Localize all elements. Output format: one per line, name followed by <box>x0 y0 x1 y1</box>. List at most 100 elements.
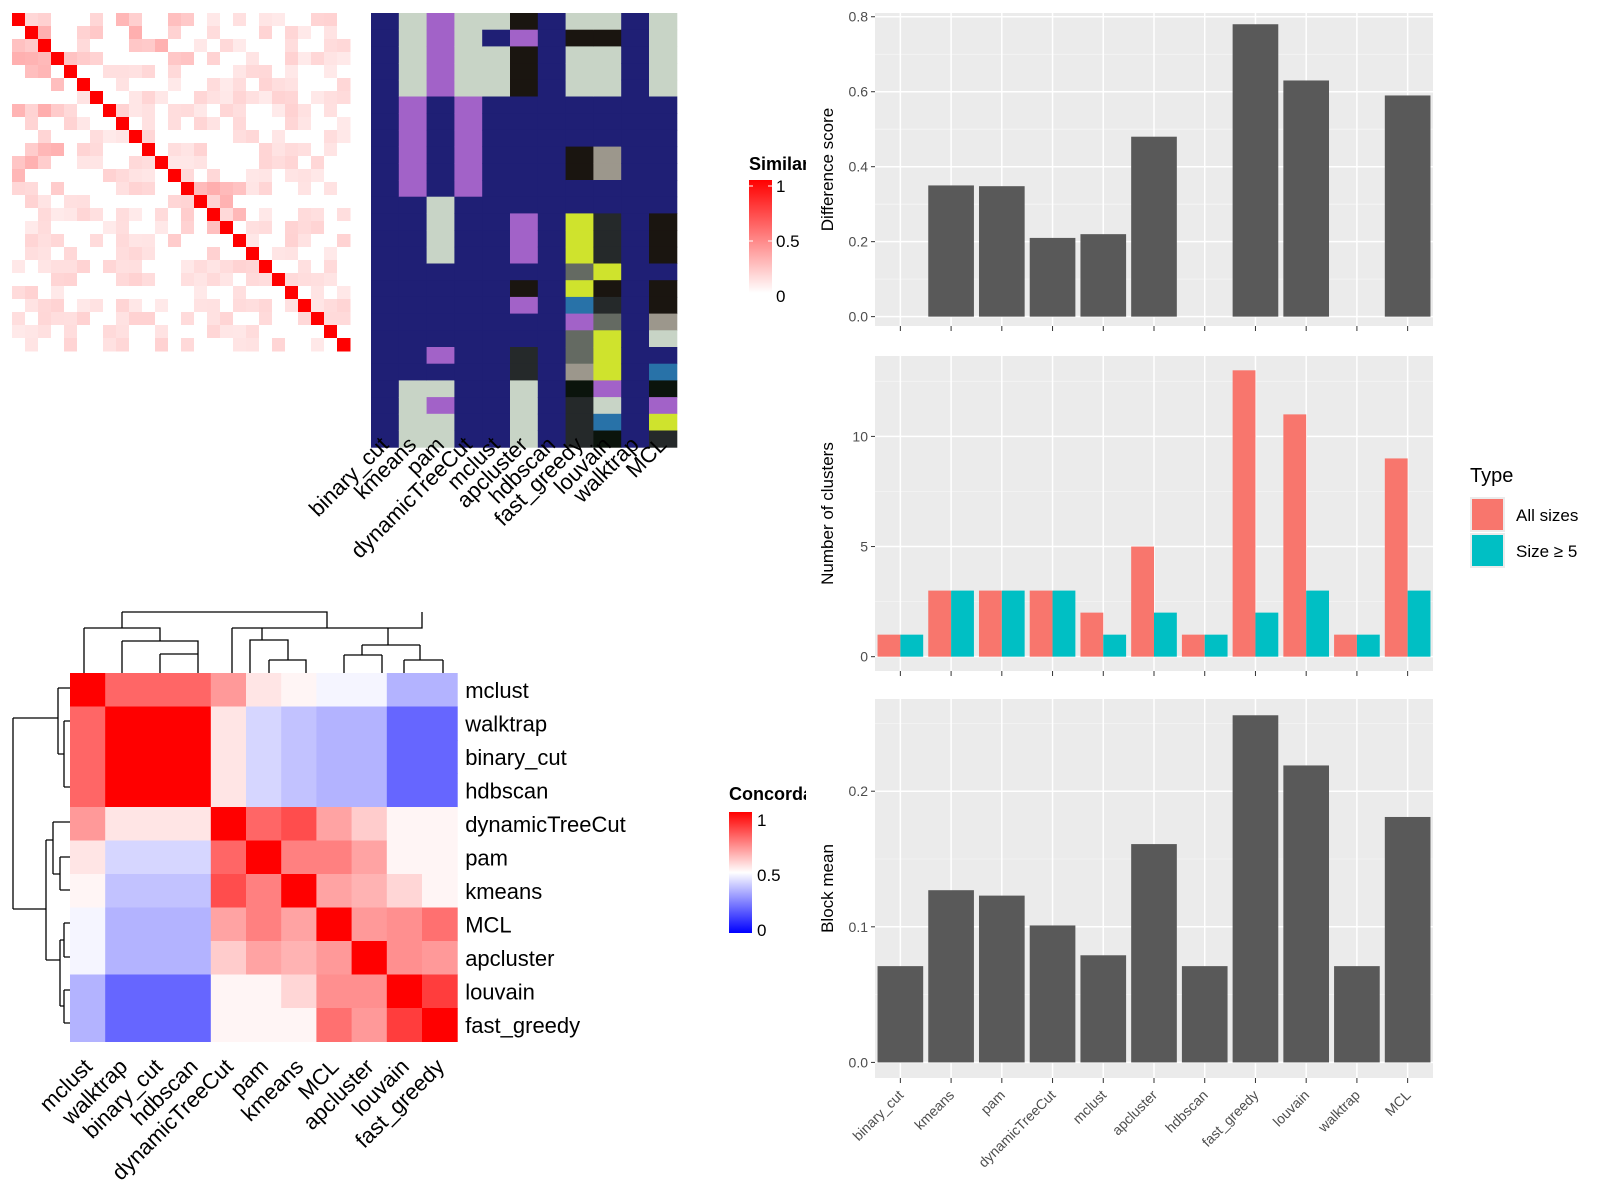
assignment-cell-kmeans <box>398 280 428 298</box>
concordance-cell <box>210 673 247 707</box>
assignment-cell-louvain <box>593 380 622 398</box>
assignment-cell-mclust <box>482 129 511 148</box>
similarity-cell <box>220 156 234 170</box>
similarity-cell <box>116 91 130 105</box>
similarity-cell <box>155 182 169 196</box>
assignment-cell-MCL <box>649 280 678 298</box>
similarity-cell <box>285 156 299 170</box>
similarity-cell <box>259 26 273 40</box>
similarity-cell <box>311 169 325 183</box>
similarity-cell <box>311 78 325 92</box>
similarity-cell <box>337 221 351 235</box>
similarity-cell <box>324 234 338 248</box>
similarity-cell <box>246 78 260 92</box>
concordance-cell <box>70 840 106 875</box>
similarity-cell <box>259 208 273 222</box>
similarity-cell <box>259 221 273 235</box>
concordance-row-label-binary_cut: binary_cut <box>465 745 567 770</box>
bar-apcluster-all-sizes <box>1131 546 1154 657</box>
assignment-cell-pam <box>426 46 455 64</box>
concordance-cell <box>246 807 282 841</box>
similarity-cell <box>194 338 208 352</box>
assignment-cell-walktrap <box>621 230 650 248</box>
similarity-cell <box>142 169 156 183</box>
assignment-cell-kmeans <box>398 397 428 415</box>
bar-walktrap-all-sizes <box>1334 634 1357 657</box>
similarity-cell <box>64 325 78 339</box>
assignment-cell-louvain <box>593 29 622 47</box>
similarity-cell <box>311 273 325 287</box>
similarity-cell <box>155 65 169 79</box>
assignment-cell-binary_cut <box>371 363 400 381</box>
concordance-cell <box>351 773 388 808</box>
assignment-cell-binary_cut <box>371 146 400 164</box>
similarity-cell <box>168 195 182 209</box>
y-tick-label: 0.1 <box>849 919 869 935</box>
similarity-cell <box>337 260 351 274</box>
bar-binary_cut-size-ge-5 <box>900 634 924 657</box>
similarity-cell <box>90 169 104 183</box>
similarity-cell <box>103 299 117 313</box>
similarity-cell <box>181 169 195 183</box>
concordance-cell <box>140 807 177 841</box>
assignment-cell-kmeans <box>398 196 428 214</box>
similarity-cell <box>233 156 247 170</box>
similarity-cell <box>12 117 26 131</box>
similarity-cell <box>259 247 273 261</box>
similarity-cell <box>90 78 104 92</box>
assignment-cell-binary_cut <box>371 13 400 31</box>
similarity-cell <box>298 91 312 105</box>
similarity-cell <box>155 260 169 274</box>
similarity-cell <box>142 104 156 118</box>
assignment-cell-apcluster <box>510 96 539 114</box>
similarity-cell <box>12 26 26 40</box>
assignment-cell-MCL <box>649 296 678 315</box>
assignment-cell-fast_greedy <box>565 296 594 315</box>
similarity-cell <box>38 143 52 157</box>
assignment-cell-dynamicTreeCut <box>454 413 483 431</box>
similarity-cell <box>64 338 78 352</box>
assignment-cell-dynamicTreeCut <box>454 263 483 281</box>
similarity-cell <box>285 247 299 261</box>
concordance-cell <box>351 740 388 774</box>
similarity-cell <box>194 104 208 118</box>
similarity-cell <box>246 117 260 131</box>
assignment-cell-hdbscan <box>537 263 567 281</box>
similarity-cell <box>64 273 78 287</box>
concordance-cell <box>175 773 212 808</box>
similarity-cell <box>90 247 104 261</box>
similarity-cell <box>51 325 65 339</box>
similarity-cell <box>142 156 156 170</box>
concordance-cell <box>351 941 388 975</box>
similarity-cell <box>285 52 299 66</box>
similarity-cell <box>155 156 169 170</box>
assignment-cell-apcluster <box>510 180 539 198</box>
assignment-cell-fast_greedy <box>565 430 594 448</box>
similarity-cell <box>259 52 273 66</box>
assignment-cell-kmeans <box>398 296 428 315</box>
concordance-cell <box>386 1008 423 1042</box>
similarity-cell <box>51 117 65 131</box>
similarity-cell <box>207 182 221 196</box>
similarity-cell <box>337 13 351 27</box>
assignment-cell-fast_greedy <box>565 113 594 131</box>
assignment-cell-walktrap <box>621 129 650 148</box>
similarity-cell <box>324 338 338 352</box>
type-legend-label-size-ge-5: Size ≥ 5 <box>1516 542 1577 561</box>
y-tick-label: 5 <box>860 539 868 555</box>
assignment-cell-fast_greedy <box>565 347 594 365</box>
assignment-cell-dynamicTreeCut <box>454 46 483 64</box>
similarity-cell <box>298 208 312 222</box>
similarity-cell <box>311 234 325 248</box>
similarity-cell <box>38 234 52 248</box>
assignment-cell-apcluster <box>510 430 539 448</box>
similarity-cell <box>103 208 117 222</box>
similarity-cell <box>116 65 130 79</box>
similarity-cell <box>90 299 104 313</box>
assignment-cell-fast_greedy <box>565 129 594 148</box>
assignment-cell-fast_greedy <box>565 280 594 298</box>
assignment-cell-binary_cut <box>371 129 400 148</box>
similarity-cell <box>220 169 234 183</box>
assignment-cell-walktrap <box>621 397 650 415</box>
similarity-cell <box>168 130 182 144</box>
